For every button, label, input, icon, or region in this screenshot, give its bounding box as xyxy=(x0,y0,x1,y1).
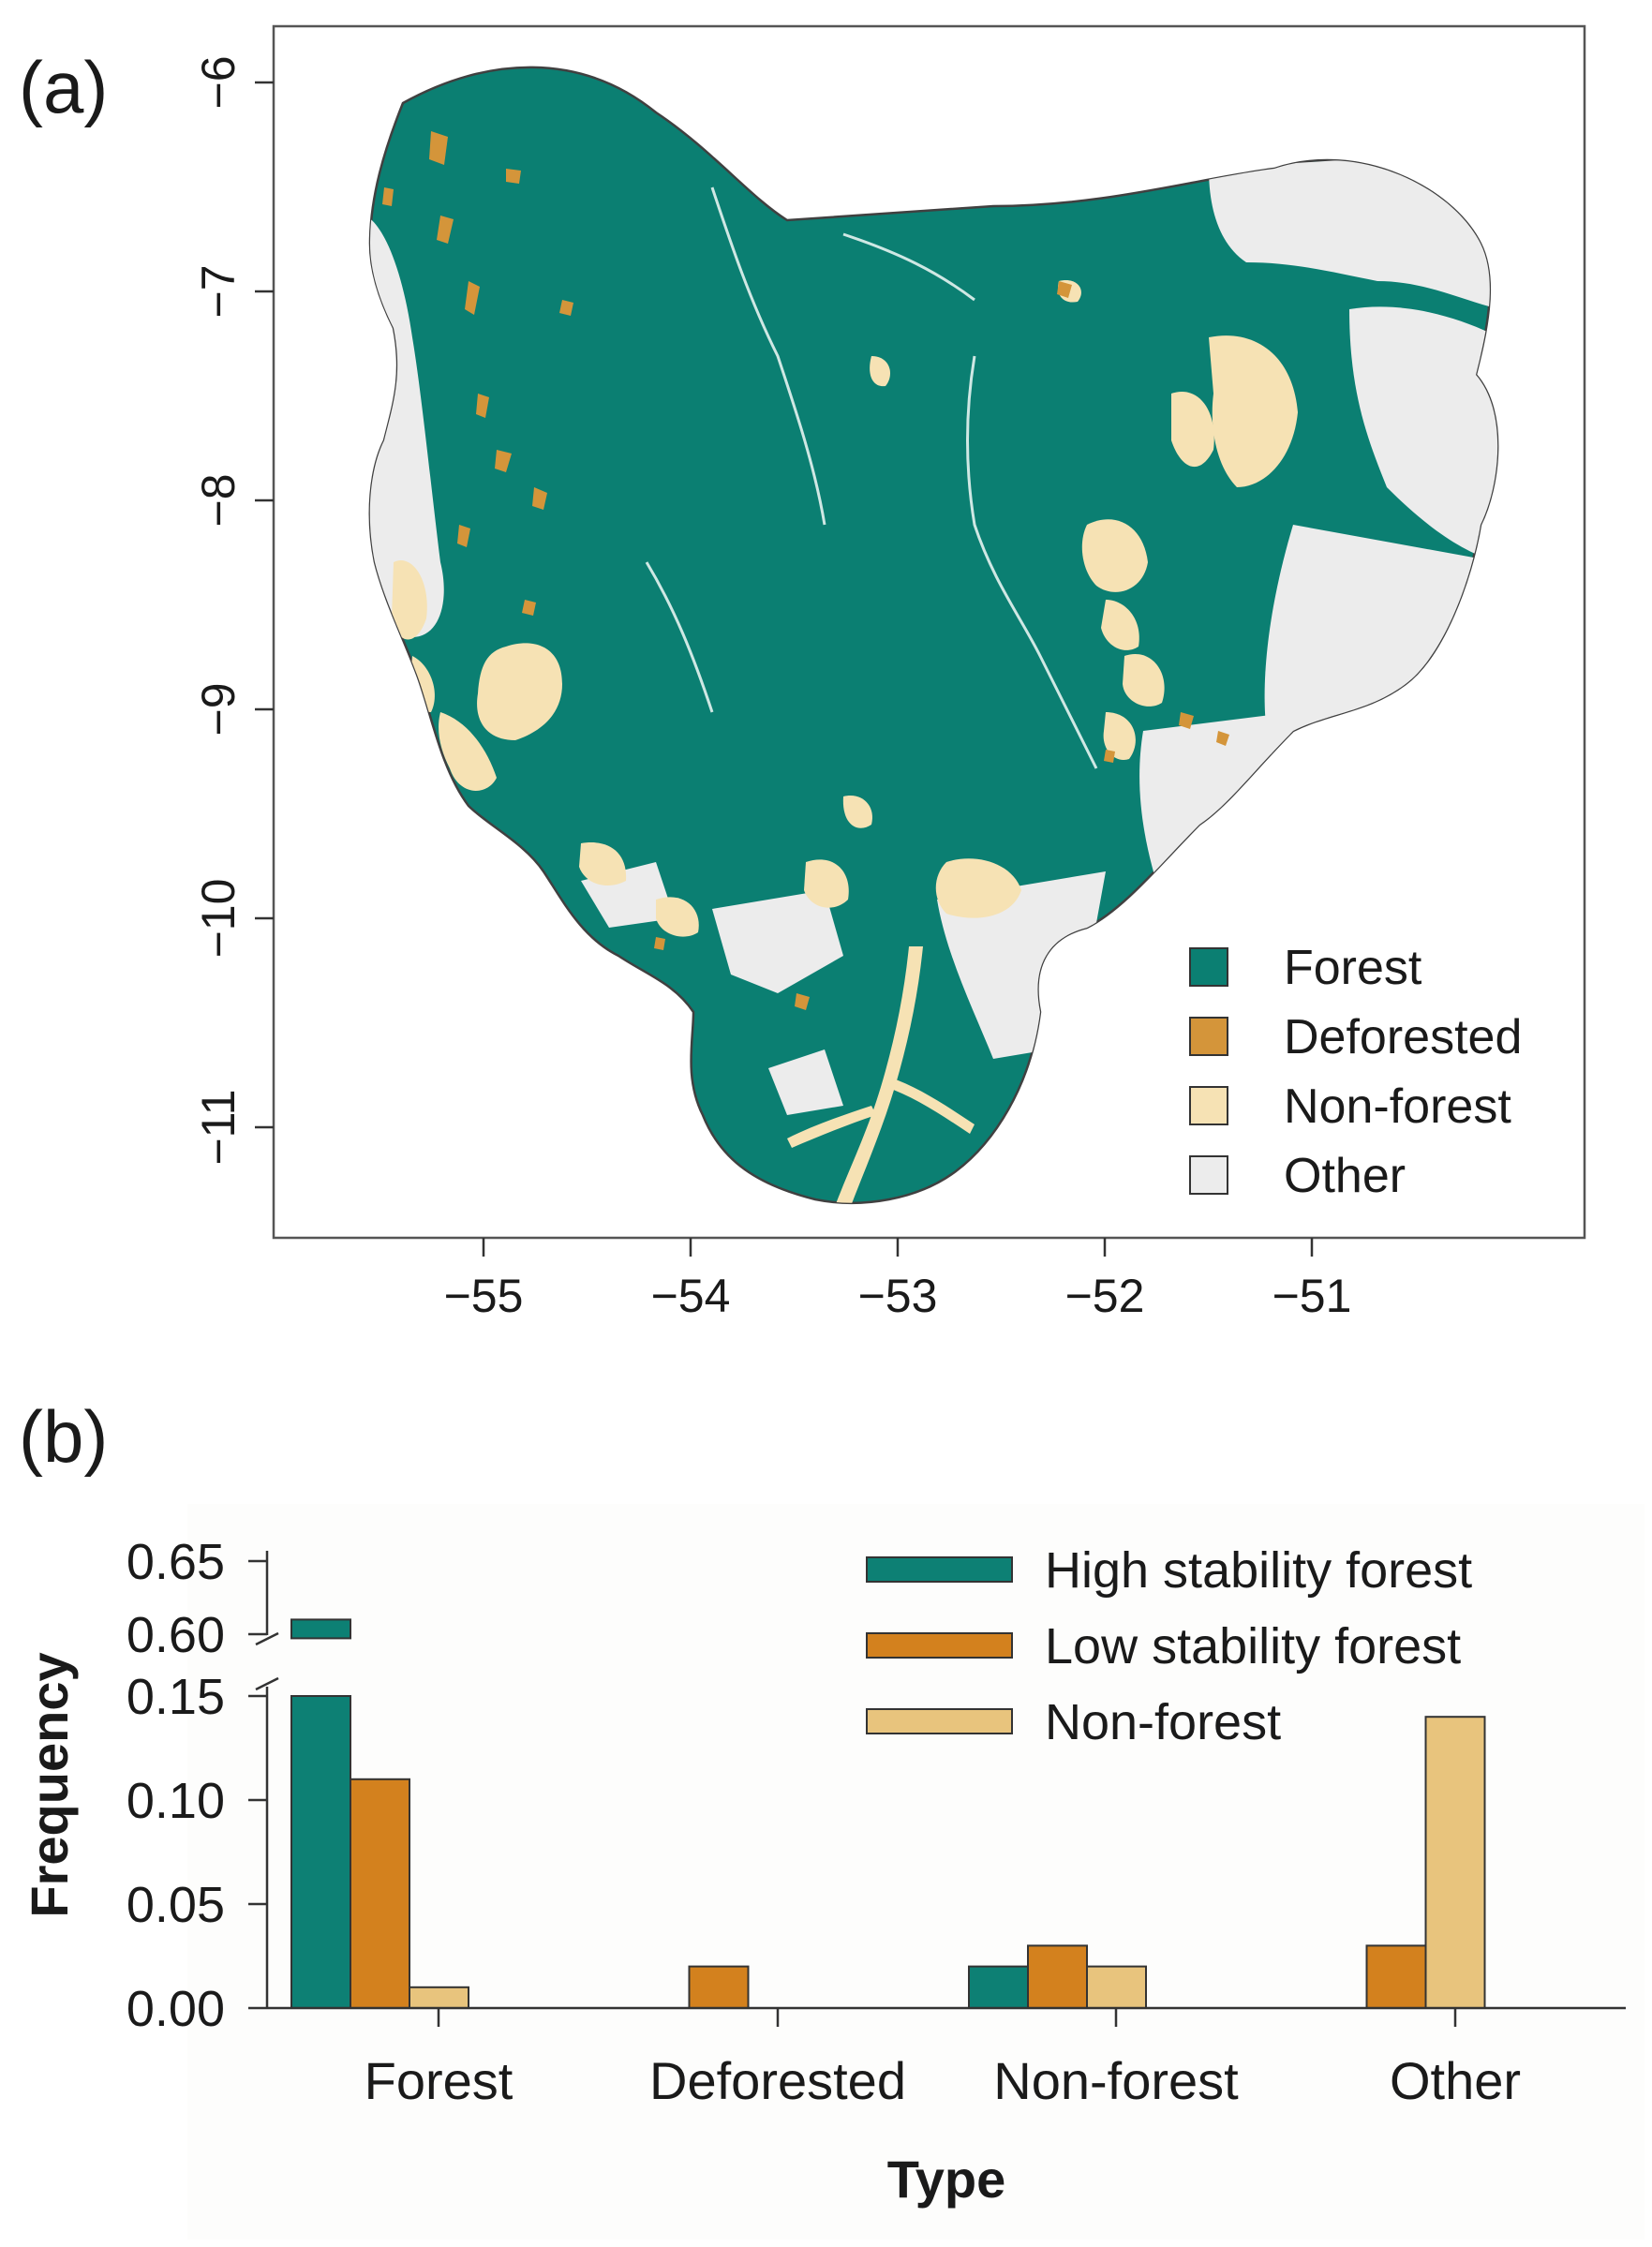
map-y-tick-label: −8 xyxy=(192,473,245,527)
panel-a-label: (a) xyxy=(19,46,108,128)
legend-swatch-other xyxy=(1189,1155,1228,1195)
bar-low-stability-forest-deforested xyxy=(688,1965,750,2010)
bars xyxy=(290,1618,1486,2010)
legend-label-deforested: Deforested xyxy=(1284,1010,1522,1064)
map-plot: −55 −54 −53 −52 −51 −6 −7 −8 −9 −10 −11 … xyxy=(192,24,1586,1322)
bar-non-forest-forest xyxy=(409,1986,469,2010)
deforested-patches xyxy=(382,131,1229,1010)
bar-top-high-stability-forest-forest xyxy=(290,1618,351,1640)
legend-label-non-forest: Non-forest xyxy=(1284,1079,1511,1134)
map-legend: Forest Deforested Non-forest Other xyxy=(1189,941,1522,1203)
bar-low-stability-forest-non-forest xyxy=(1027,1944,1088,2009)
bar-high-stability-forest-forest xyxy=(290,1695,351,2009)
y-tick-label-0.15: 0.15 xyxy=(127,1669,225,1725)
y-axis-lower xyxy=(248,1687,269,2010)
map-y-tick-label: −9 xyxy=(192,682,245,736)
y-axis-title: Frequency xyxy=(20,1652,79,1917)
x-category-non-forest: Non-forest xyxy=(993,2051,1239,2110)
non-forest-patches xyxy=(392,280,1298,1203)
legend-swatch-non-forest xyxy=(866,1708,1013,1734)
y-tick-label-0.10: 0.10 xyxy=(127,1773,225,1829)
x-axis xyxy=(267,2006,1626,2027)
bar-chart-background xyxy=(187,1504,1645,2240)
map-y-tick-label: −6 xyxy=(192,55,245,109)
axis-break-marks xyxy=(255,1631,279,1691)
map-x-tick-label: −51 xyxy=(1272,1270,1352,1322)
x-category-forest: Forest xyxy=(365,2051,513,2110)
legend-swatch-high-stability xyxy=(866,1556,1013,1583)
y-tick-label-0.60: 0.60 xyxy=(127,1607,225,1663)
legend-swatch-forest xyxy=(1189,947,1228,987)
map-x-tick-label: −52 xyxy=(1065,1270,1145,1322)
map-x-axis xyxy=(482,1238,1314,1257)
bar-low-stability-forest-forest xyxy=(350,1778,410,2010)
legend-label-high-stability: High stability forest xyxy=(1045,1542,1472,1599)
map-x-tick-labels: −55 −54 −53 −52 −51 xyxy=(444,1270,1352,1322)
legend-label-other: Other xyxy=(1284,1149,1406,1203)
legend-label-non-forest-bar: Non-forest xyxy=(1045,1694,1281,1750)
x-category-other: Other xyxy=(1390,2051,1521,2110)
rivers xyxy=(645,186,1098,769)
map-x-tick-label: −54 xyxy=(651,1270,731,1322)
x-category-labels: Forest Deforested Non-forest Other xyxy=(365,2051,1521,2110)
map-y-axis xyxy=(255,81,274,1129)
panel-b-label: (b) xyxy=(19,1395,108,1478)
bar-legend: High stability forest Low stability fore… xyxy=(866,1542,1472,1750)
y-axis-upper xyxy=(248,1551,269,1636)
map-y-tick-label: −11 xyxy=(192,1089,245,1165)
bar-high-stability-forest-non-forest xyxy=(968,1965,1029,2010)
y-tick-label-0.00: 0.00 xyxy=(127,1981,225,2037)
x-category-deforested: Deforested xyxy=(649,2051,906,2110)
bar-low-stability-forest-other xyxy=(1365,1944,1427,2009)
map-y-tick-labels: −6 −7 −8 −9 −10 −11 xyxy=(192,55,245,1165)
bar-non-forest-non-forest xyxy=(1086,1965,1147,2010)
y-tick-label-0.65: 0.65 xyxy=(127,1534,225,1590)
legend-label-forest: Forest xyxy=(1284,941,1422,995)
y-tick-label-0.05: 0.05 xyxy=(127,1877,225,1933)
map-y-tick-label: −10 xyxy=(192,879,245,959)
legend-swatch-low-stability xyxy=(866,1632,1013,1659)
bar-non-forest-other xyxy=(1424,1716,1486,2009)
x-axis-title: Type xyxy=(887,2150,1006,2209)
bar-chart: 0.65 0.60 0.15 0.10 0.05 0.00 Frequency … xyxy=(20,1504,1645,2240)
legend-swatch-deforested xyxy=(1189,1017,1228,1056)
map-x-tick-label: −53 xyxy=(858,1270,938,1322)
map-x-tick-label: −55 xyxy=(444,1270,524,1322)
map-y-tick-label: −7 xyxy=(192,264,245,318)
legend-swatch-non-forest xyxy=(1189,1086,1228,1125)
y-tick-labels: 0.65 0.60 0.15 0.10 0.05 0.00 xyxy=(127,1534,225,2037)
legend-label-low-stability: Low stability forest xyxy=(1045,1618,1461,1674)
